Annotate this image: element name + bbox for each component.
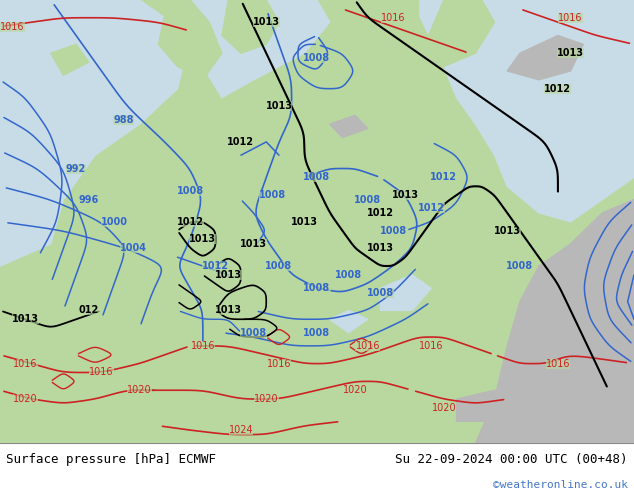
Text: Su 22-09-2024 00:00 UTC (00+48): Su 22-09-2024 00:00 UTC (00+48) <box>395 453 628 466</box>
Text: 1016: 1016 <box>13 359 37 368</box>
Text: 1012: 1012 <box>418 203 444 214</box>
Text: 1013: 1013 <box>291 217 318 227</box>
Text: 1008: 1008 <box>304 172 330 182</box>
Polygon shape <box>190 0 330 98</box>
Text: 1016: 1016 <box>267 359 291 368</box>
Polygon shape <box>507 35 583 80</box>
Polygon shape <box>456 390 520 421</box>
Text: 992: 992 <box>66 164 86 173</box>
Text: 1012: 1012 <box>202 261 229 271</box>
Text: 1013: 1013 <box>367 244 394 253</box>
Text: 1008: 1008 <box>507 261 533 271</box>
Text: 1013: 1013 <box>392 190 419 200</box>
Text: 1013: 1013 <box>266 101 292 111</box>
Text: 1013: 1013 <box>190 234 216 245</box>
Polygon shape <box>0 0 190 266</box>
Text: 1020: 1020 <box>343 385 367 395</box>
Polygon shape <box>374 0 418 35</box>
Text: 1016: 1016 <box>1 22 25 32</box>
Polygon shape <box>330 115 368 138</box>
Text: 1013: 1013 <box>253 17 280 27</box>
Text: 012: 012 <box>79 305 99 316</box>
Text: 1008: 1008 <box>259 190 286 200</box>
Polygon shape <box>412 0 634 221</box>
Text: 1000: 1000 <box>101 217 127 227</box>
Text: 1008: 1008 <box>380 225 406 236</box>
Text: 1020: 1020 <box>254 394 278 404</box>
Polygon shape <box>425 0 495 67</box>
Text: 1012: 1012 <box>228 137 254 147</box>
Text: 1008: 1008 <box>354 195 381 204</box>
Text: 1020: 1020 <box>127 385 152 395</box>
Text: 1008: 1008 <box>304 52 330 63</box>
Text: 1016: 1016 <box>546 359 570 368</box>
Text: 1012: 1012 <box>430 172 457 182</box>
Text: 1013: 1013 <box>494 225 521 236</box>
Text: 1013: 1013 <box>12 314 39 324</box>
Text: 1016: 1016 <box>381 13 405 23</box>
Text: Surface pressure [hPa] ECMWF: Surface pressure [hPa] ECMWF <box>6 453 216 466</box>
Text: ©weatheronline.co.uk: ©weatheronline.co.uk <box>493 480 628 490</box>
Polygon shape <box>0 0 634 443</box>
Polygon shape <box>380 275 431 311</box>
Text: 1020: 1020 <box>432 403 456 413</box>
Text: 1020: 1020 <box>13 394 37 404</box>
Text: 1024: 1024 <box>229 425 253 435</box>
Text: 996: 996 <box>79 195 99 204</box>
Text: 1016: 1016 <box>356 341 380 351</box>
Text: 1008: 1008 <box>177 186 204 196</box>
Text: 1016: 1016 <box>191 341 215 351</box>
Text: 1012: 1012 <box>177 217 204 227</box>
Text: 1016: 1016 <box>419 341 443 351</box>
Text: 988: 988 <box>113 115 134 125</box>
Polygon shape <box>51 44 89 75</box>
Text: 1008: 1008 <box>367 288 394 298</box>
Text: 1008: 1008 <box>304 328 330 338</box>
Text: 1008: 1008 <box>335 270 362 280</box>
Text: 1013: 1013 <box>215 305 242 316</box>
Text: 1013: 1013 <box>215 270 242 280</box>
Text: 1004: 1004 <box>120 244 146 253</box>
Polygon shape <box>330 311 368 333</box>
Text: 1013: 1013 <box>557 48 584 58</box>
Text: 1008: 1008 <box>266 261 292 271</box>
Text: 1012: 1012 <box>367 208 394 218</box>
Text: 1016: 1016 <box>89 368 113 377</box>
Text: 1012: 1012 <box>545 84 571 94</box>
Polygon shape <box>349 44 380 67</box>
Polygon shape <box>476 199 634 443</box>
Text: 1008: 1008 <box>304 283 330 293</box>
Text: 1008: 1008 <box>240 328 267 338</box>
Text: 1016: 1016 <box>559 13 583 23</box>
Text: 1013: 1013 <box>240 239 267 249</box>
Polygon shape <box>222 0 279 53</box>
Polygon shape <box>158 0 222 80</box>
